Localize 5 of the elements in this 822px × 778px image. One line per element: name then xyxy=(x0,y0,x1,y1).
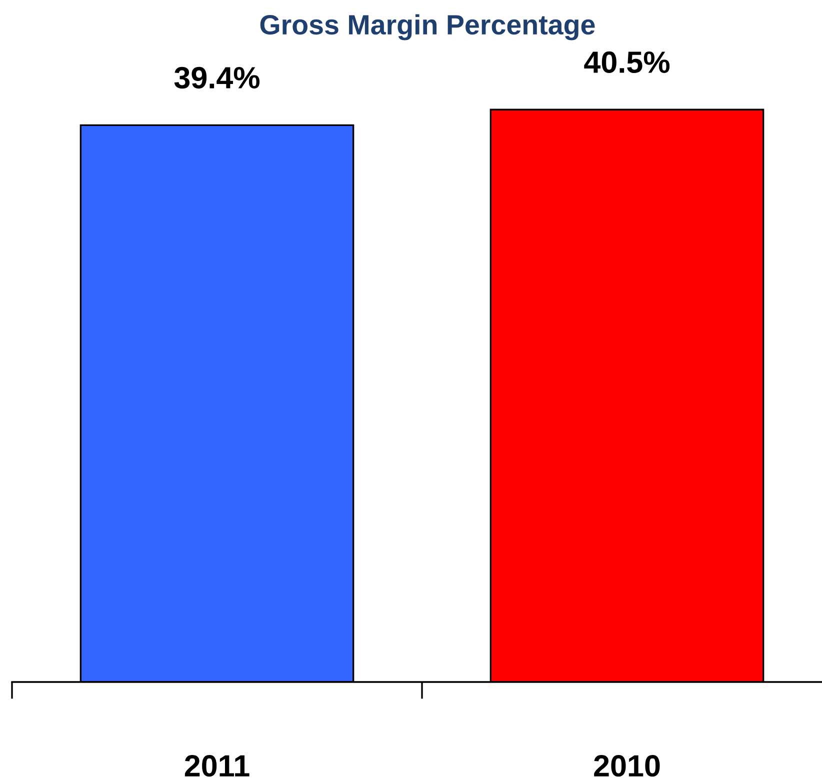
x-tick-label: 2011 xyxy=(184,755,250,777)
data-label: 40.5% xyxy=(584,51,670,74)
data-label: 39.4% xyxy=(174,66,260,89)
x-tick-label: 2010 xyxy=(594,755,660,777)
chart-title: Gross Margin Percentage xyxy=(260,14,595,40)
